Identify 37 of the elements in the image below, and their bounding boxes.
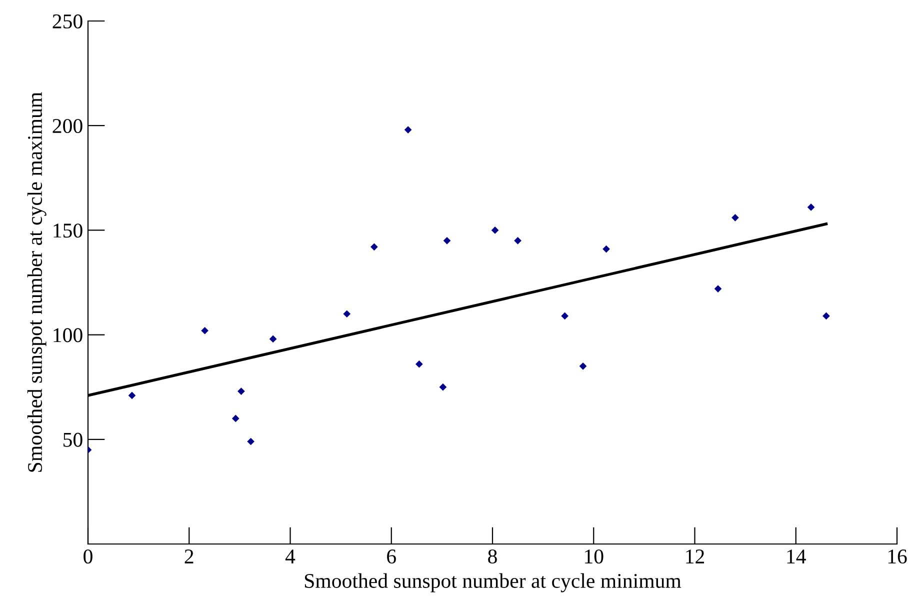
x-tick-label: 0 [84, 549, 92, 564]
point [232, 414, 240, 422]
y-tick-label: 250 [52, 14, 82, 28]
point [439, 383, 447, 391]
y-tick-label: 50 [64, 432, 82, 447]
point [579, 362, 587, 370]
point [416, 360, 423, 368]
point [238, 388, 245, 395]
point [602, 245, 610, 253]
point [732, 214, 739, 222]
point [807, 204, 815, 211]
point [404, 126, 412, 134]
x-tick-label: 2 [184, 550, 194, 564]
point [514, 236, 522, 244]
x-tick-label: 6 [387, 550, 396, 564]
y-axis-title: Smoothed sunspot number at cycle maximum [27, 92, 46, 472]
point [247, 438, 254, 446]
point [269, 335, 277, 343]
point [343, 310, 351, 318]
x-tick-label: 10 [585, 549, 604, 564]
y-tick-label: 150 [54, 224, 82, 238]
x-tick-label: 8 [488, 549, 497, 564]
point [822, 312, 830, 320]
x-tick-label: 14 [787, 550, 806, 564]
x-tick-label: 4 [285, 550, 296, 564]
point [128, 392, 136, 400]
x-tick-label: 16 [888, 550, 907, 564]
point [561, 312, 568, 320]
point [714, 285, 722, 292]
point [443, 236, 451, 244]
point [491, 226, 499, 234]
point [370, 243, 378, 251]
point [201, 326, 208, 334]
x-tick-label: 12 [686, 550, 704, 564]
y-tick-label: 100 [54, 328, 82, 342]
y-tick-label: 200 [52, 118, 82, 134]
x-axis-title: Smoothed sunspot number at cycle minimum [304, 573, 682, 592]
